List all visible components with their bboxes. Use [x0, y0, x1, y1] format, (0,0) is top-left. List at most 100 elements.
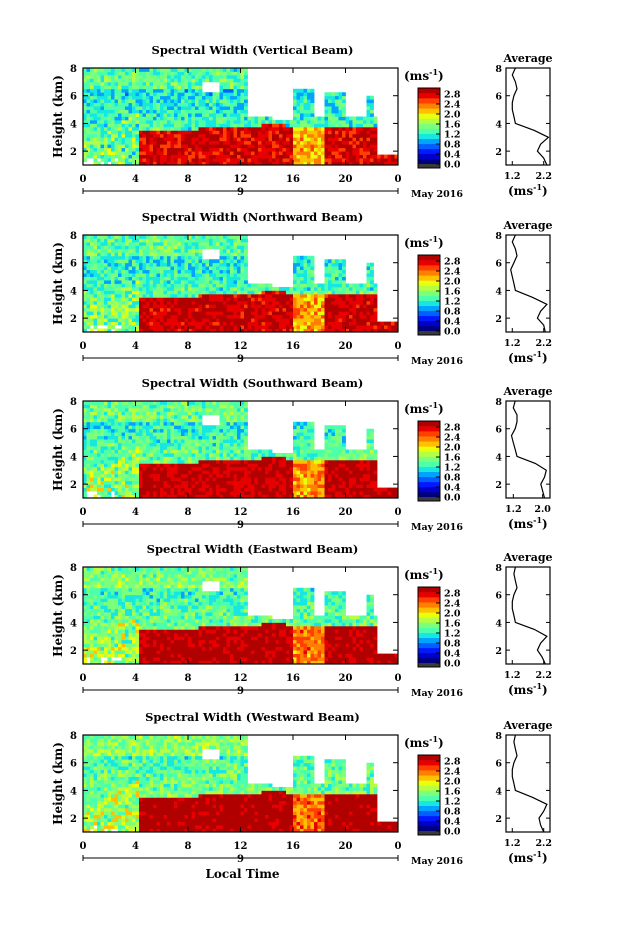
heatmap-cell: [307, 276, 311, 281]
heatmap-cell: [97, 452, 101, 457]
heatmap-cell: [118, 147, 122, 152]
heatmap-cell: [107, 109, 112, 114]
heatmap-cell: [90, 119, 94, 124]
heatmap-cell: [104, 473, 108, 478]
heatmap-cell: [328, 273, 332, 277]
heatmap-cell: [153, 235, 157, 239]
heatmap-cell: [188, 147, 192, 152]
heatmap-cell: [338, 283, 343, 288]
heatmap-cell: [181, 102, 185, 107]
heatmap-cell: [139, 71, 143, 76]
average-x-tick-label: 2.2: [535, 338, 552, 349]
heatmap-cell: [146, 494, 150, 499]
heatmap-cell: [331, 321, 336, 326]
heatmap-cell: [142, 428, 147, 433]
heatmap-cell: [328, 126, 332, 131]
heatmap-cell: [188, 241, 192, 246]
heatmap-cell: [216, 109, 220, 114]
heatmap-cell: [202, 68, 206, 72]
heatmap-cell: [114, 421, 119, 426]
heatmap-cell: [167, 473, 171, 478]
heatmap-cell: [135, 466, 140, 471]
heatmap-cell: [314, 300, 318, 305]
heatmap-cell: [223, 95, 227, 100]
heatmap-cell: [135, 473, 140, 478]
heatmap-cell: [104, 452, 108, 457]
heatmap-cell: [170, 280, 175, 284]
heatmap-cell: [370, 280, 374, 284]
heatmap-cell: [335, 126, 339, 131]
heatmap-cell: [251, 328, 255, 333]
heatmap-cell: [149, 311, 154, 316]
heatmap-cell: [160, 262, 164, 267]
heatmap-cell: [111, 311, 115, 316]
heatmap-cell: [300, 300, 304, 305]
heatmap-cell: [86, 432, 91, 437]
heatmap-cell: [114, 314, 119, 319]
heatmap-cell: [282, 133, 287, 138]
heatmap-cell: [132, 74, 136, 79]
heatmap-cell: [121, 68, 126, 72]
heatmap-cell: [163, 304, 168, 309]
heatmap-cell: [195, 463, 199, 468]
heatmap-cell: [160, 290, 164, 295]
heatmap-cell: [373, 311, 378, 316]
heatmap-cell: [314, 119, 318, 124]
colorbar-segment: [418, 158, 440, 165]
heatmap-cell: [163, 245, 168, 250]
heatmap-cell: [237, 147, 241, 152]
heatmap-cell: [107, 293, 112, 298]
heatmap-cell: [237, 311, 241, 316]
heatmap-cell: [121, 151, 126, 155]
heatmap-cell: [342, 311, 346, 316]
heatmap-cell: [86, 421, 91, 426]
heatmap-cell: [366, 119, 371, 124]
heatmap-cell: [146, 235, 150, 239]
heatmap-cell: [121, 311, 126, 316]
heatmap-cell: [156, 92, 161, 97]
heatmap-cell: [359, 154, 364, 159]
heatmap-cell: [293, 106, 297, 110]
heatmap-cell: [230, 255, 234, 260]
heatmap-cell: [216, 74, 220, 79]
heatmap-cell: [90, 404, 94, 409]
heatmap-cell: [223, 269, 227, 274]
heatmap-cell: [198, 154, 203, 159]
heatmap-cell: [226, 151, 231, 155]
heatmap-cell: [111, 161, 115, 166]
heatmap-cell: [167, 126, 171, 131]
heatmap-cell: [317, 283, 322, 288]
heatmap-cell: [300, 311, 304, 316]
heatmap-cell: [286, 123, 290, 128]
heatmap-cell: [191, 421, 196, 426]
heatmap-cell: [149, 273, 154, 277]
heatmap-cell: [314, 147, 318, 152]
heatmap-cell: [342, 266, 346, 271]
heatmap-cell: [132, 456, 136, 461]
heatmap-cell: [254, 161, 259, 166]
heatmap-cell: [370, 144, 374, 149]
heatmap-cell: [139, 477, 143, 482]
heatmap-cell: [230, 123, 234, 128]
heatmap-cell: [219, 241, 224, 246]
heatmap-cell: [310, 161, 315, 166]
heatmap-cell: [104, 262, 108, 267]
heatmap-cell: [370, 286, 374, 291]
heatmap-cell: [174, 259, 178, 264]
heatmap-cell: [321, 286, 325, 291]
heatmap-cell: [156, 304, 161, 309]
heatmap-cell: [195, 432, 199, 437]
heatmap-cell: [324, 116, 329, 121]
heatmap-cell: [265, 161, 269, 166]
heatmap-cell: [198, 494, 203, 499]
heatmap-cell: [135, 102, 140, 107]
heatmap-cell: [83, 255, 87, 260]
colorbar-segment: [418, 138, 440, 145]
heatmap-cell: [86, 241, 91, 246]
heatmap-cell: [97, 456, 101, 461]
heatmap-cell: [237, 269, 241, 274]
heatmap-cell: [223, 126, 227, 131]
heatmap-cell: [149, 252, 154, 257]
heatmap-cell: [184, 88, 189, 93]
heatmap-cell: [226, 137, 231, 142]
